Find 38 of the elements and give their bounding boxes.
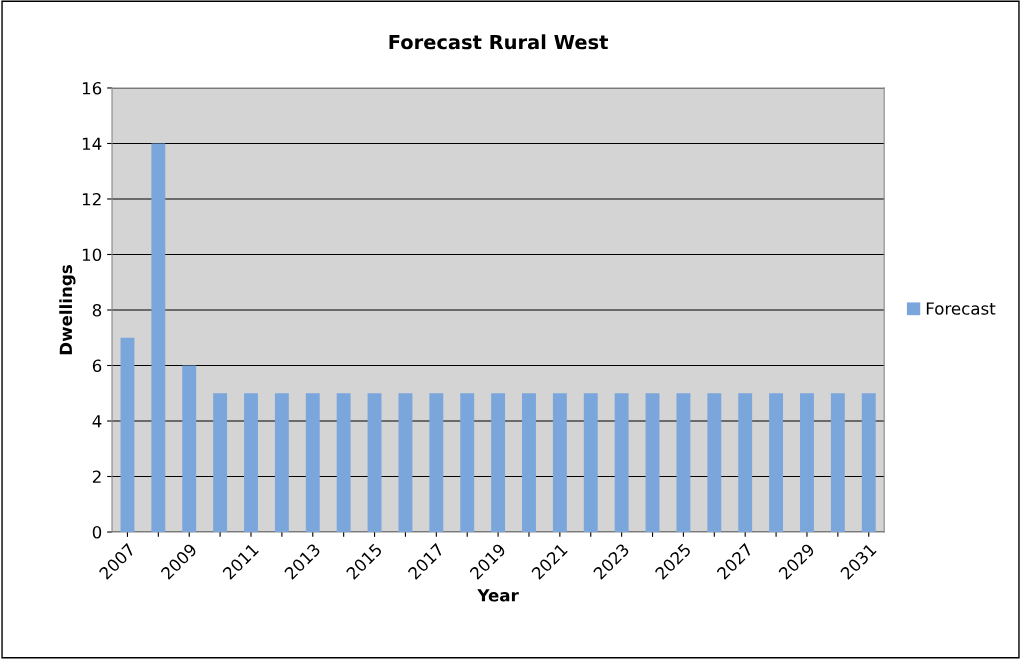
bar: [398, 393, 413, 533]
y-tick-label: 6: [92, 359, 102, 373]
bar: [522, 393, 536, 533]
y-tick-label: 12: [82, 192, 101, 206]
bar: [244, 393, 258, 533]
y-tick-label: 2: [92, 470, 101, 483]
y-tick-label: 4: [92, 415, 102, 428]
bar: [120, 337, 135, 533]
bar: [738, 393, 753, 533]
bar: [491, 393, 506, 533]
bar: [800, 393, 814, 533]
bar: [861, 393, 876, 533]
bar: [676, 393, 691, 533]
bar: [151, 143, 166, 533]
y-tick-label: 10: [82, 248, 102, 262]
bar: [429, 393, 444, 533]
bar: [830, 393, 845, 533]
x-axis-title: Year: [477, 589, 519, 602]
bar: [460, 393, 475, 533]
bar: [305, 393, 320, 533]
bar: [552, 393, 567, 533]
y-tick-label: 14: [82, 137, 102, 150]
y-tick-label: 16: [82, 81, 102, 95]
bar: [583, 393, 598, 533]
bar: [707, 393, 722, 533]
bar: [367, 393, 382, 533]
bar: [336, 393, 351, 533]
y-tick-label: 0: [92, 525, 102, 539]
bar: [213, 393, 228, 533]
y-tick-label: 8: [92, 303, 102, 317]
bar: [645, 393, 660, 533]
bar: [769, 393, 784, 533]
y-axis-title: Dwellings: [59, 265, 76, 355]
chart-title: Forecast Rural West: [389, 34, 608, 50]
bar: [614, 393, 629, 533]
bar: [274, 393, 289, 533]
legend-label: Forecast: [926, 302, 996, 315]
bar: [182, 365, 197, 533]
